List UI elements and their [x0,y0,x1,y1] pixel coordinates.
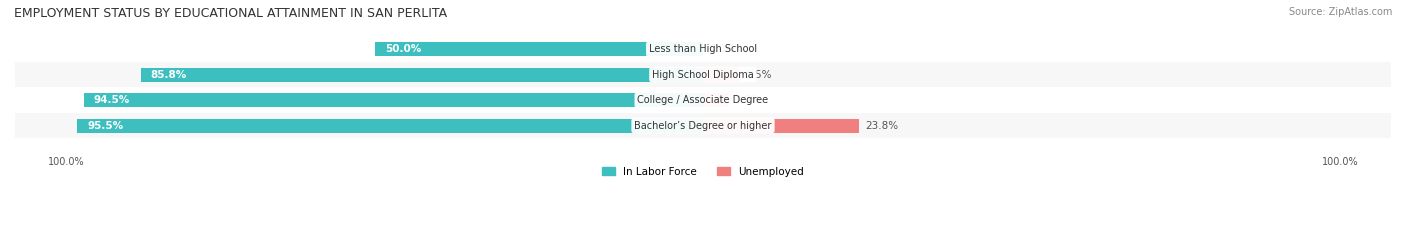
Bar [15,87,1391,113]
Text: 100.0%: 100.0% [1322,158,1358,167]
Text: 5.5%: 5.5% [745,70,772,80]
Bar [703,68,740,82]
Text: 85.8%: 85.8% [150,70,187,80]
Legend: In Labor Force, Unemployed: In Labor Force, Unemployed [598,162,808,181]
Bar [15,36,1391,62]
Text: Bachelor’s Degree or higher: Bachelor’s Degree or higher [634,120,772,130]
Text: 23.8%: 23.8% [866,120,898,130]
Text: High School Diploma: High School Diploma [652,70,754,80]
Text: 100.0%: 100.0% [48,158,84,167]
Text: 95.5%: 95.5% [87,120,124,130]
Text: 94.5%: 94.5% [94,95,129,105]
Bar [703,93,728,107]
Bar [141,68,703,82]
Bar [375,42,703,56]
Text: 0.0%: 0.0% [710,44,735,54]
Bar [703,119,859,133]
Bar [77,119,703,133]
Text: 50.0%: 50.0% [385,44,422,54]
Bar [84,93,703,107]
Text: Less than High School: Less than High School [650,44,756,54]
Text: College / Associate Degree: College / Associate Degree [637,95,769,105]
Bar [15,113,1391,138]
Text: 3.8%: 3.8% [734,95,761,105]
Text: EMPLOYMENT STATUS BY EDUCATIONAL ATTAINMENT IN SAN PERLITA: EMPLOYMENT STATUS BY EDUCATIONAL ATTAINM… [14,7,447,20]
Text: Source: ZipAtlas.com: Source: ZipAtlas.com [1288,7,1392,17]
Bar [15,62,1391,87]
